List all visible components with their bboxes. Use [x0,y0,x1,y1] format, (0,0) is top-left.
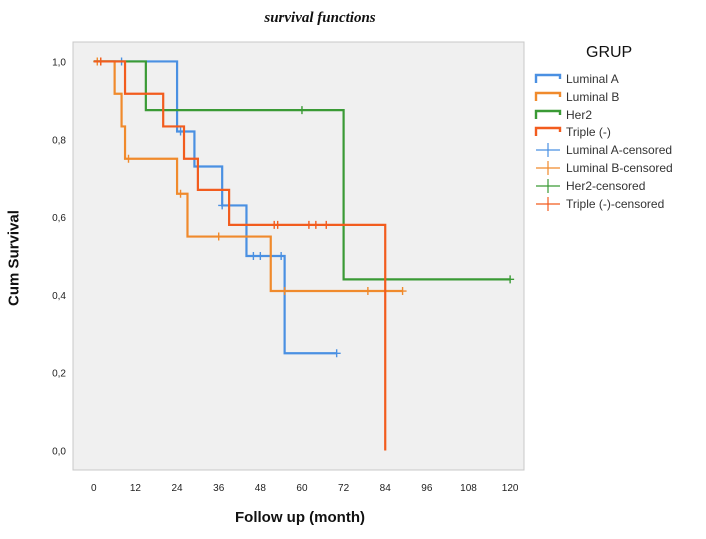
x-ticks: 0 12 24 36 48 60 72 84 96 108 120 [91,483,519,494]
legend-swatch [536,160,560,175]
legend-swatch [534,127,562,137]
series-3 [93,57,387,451]
legend-label: Her2-censored [566,178,646,193]
series-line [93,60,337,355]
censor-mark [249,252,258,260]
censor-mark [277,252,286,260]
censor-mark [363,287,372,296]
censor-mark [214,232,223,241]
legend-label: Luminal A-censored [566,143,673,158]
y-tick-label: 0,0 [52,447,66,458]
censor-mark [311,220,320,229]
legend-item: Luminal A-censored [534,141,704,159]
legend-label: Luminal A [566,72,619,86]
y-ticks: 0,0 0,2 0,4 0,6 0,8 1,0 [52,57,66,457]
legend-swatch [534,109,562,119]
series-line [93,60,403,293]
legend-item: Luminal B-censored [534,159,704,177]
censor-mark [398,287,407,296]
censor-mark [176,189,185,198]
y-tick-label: 0,8 [52,135,66,146]
series-2 [93,60,515,284]
legend-item: Her2 [534,106,704,124]
x-tick-label: 72 [338,483,350,494]
y-tick-label: 0,6 [52,213,66,224]
x-tick-label: 24 [172,483,184,494]
censor-mark [506,275,515,284]
series-0 [93,57,341,358]
legend-label: Luminal B-censored [566,160,673,175]
legend-swatch [534,91,562,101]
x-tick-label: 96 [421,483,433,494]
censor-mark [256,252,265,260]
x-axis-label: Follow up (month) [235,509,365,526]
legend-label: Luminal B [566,89,620,104]
x-tick-label: 48 [255,483,267,494]
legend-items: Luminal A Luminal B Her2 Triple (-) Luminal … [534,70,704,212]
legend-label: Triple (-)-censored [566,196,665,211]
y-tick-label: 1,0 [52,57,66,68]
legend-label: Triple (-) [566,125,611,140]
censor-mark [280,287,289,296]
censor-mark [332,349,341,358]
legend-item: Triple (-)-censored [534,195,704,213]
series-line [93,60,387,451]
legend-swatch [534,73,562,83]
censor-mark [218,201,227,210]
censor-mark [304,220,313,229]
legend-title: GRUP [586,44,633,61]
y-tick-label: 0,2 [52,369,66,380]
x-tick-label: 0 [91,483,97,494]
x-tick-label: 36 [213,483,225,494]
legend: GRUP Luminal A Luminal B Her2 Triple (-) Lum… [534,44,704,212]
legend-item: Her2-censored [534,177,704,195]
legend-item: Luminal B [534,88,704,106]
legend-item: Triple (-) [534,123,704,141]
series-line [93,60,511,281]
plot-area [72,41,525,471]
censor-mark [96,57,105,66]
legend-swatch [536,178,560,193]
censor-mark [297,106,306,115]
legend-swatch [536,143,560,158]
y-tick-label: 0,4 [52,291,66,302]
legend-item: Luminal A [534,70,704,88]
series-layer [93,57,515,451]
censor-mark [273,220,282,229]
x-tick-label: 12 [130,483,142,494]
legend-swatch [536,196,560,211]
x-tick-label: 108 [460,483,477,494]
chart-title: survival functions [264,10,376,26]
censor-mark [322,220,331,229]
legend-label: Her2 [566,107,593,122]
x-tick-label: 60 [296,483,308,494]
censor-mark [124,154,133,163]
x-tick-label: 84 [380,483,392,494]
x-tick-label: 120 [502,483,519,494]
